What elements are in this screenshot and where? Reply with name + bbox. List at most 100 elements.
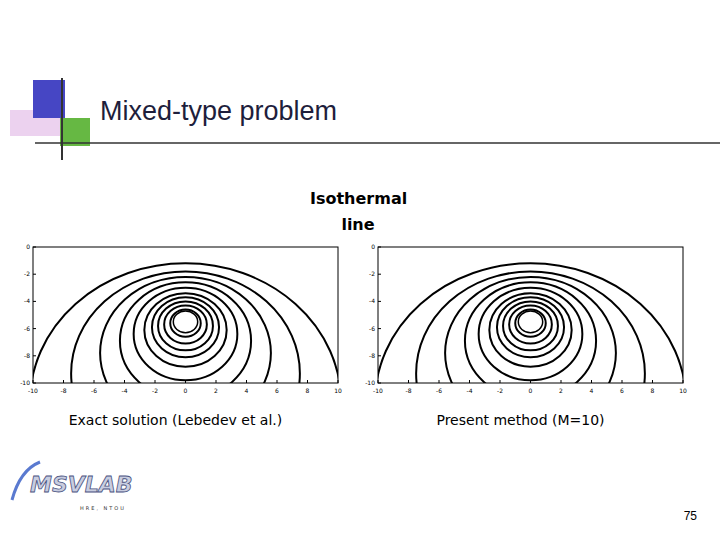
x-tick-label: 10 [334,387,342,394]
y-tick [378,247,381,248]
x-tick-label: 0 [184,387,188,394]
x-tick-label: -4 [467,387,473,394]
y-tick-label: -8 [369,352,375,359]
x-tick [408,380,409,383]
subtitle: Isothermal line [310,186,406,238]
y-tick-label: -4 [369,297,375,304]
isotherm [158,301,213,350]
isotherm [465,282,596,383]
isotherm [170,310,201,337]
x-tick [622,380,623,383]
x-tick-label: -2 [497,387,503,394]
plot-caption: Present method (M=10) [406,410,636,430]
plot: -10-8-6-4-20246810-10-8-6-4-20 [365,243,687,540]
logo-subtitle: HRE, NTOU [80,505,126,511]
deco-square [33,80,65,118]
contours [378,263,683,383]
isotherm [120,282,251,383]
y-tick [378,355,381,356]
isotherm [445,277,616,383]
y-tick-label: -4 [24,297,30,304]
x-tick [439,380,440,383]
y-tick-label: -8 [24,352,30,359]
plot: -10-8-6-4-20246810-10-8-6-4-20 [20,243,342,540]
x-tick-label: -10 [373,387,383,394]
y-tick [33,355,36,356]
y-tick [378,383,381,384]
x-tick-label: 4 [245,387,249,394]
y-tick [378,301,381,302]
isotherm [497,297,564,357]
x-tick [683,380,684,383]
page-number: 75 [684,509,698,523]
y-tick-label: -6 [24,325,30,332]
x-tick [469,380,470,383]
x-tick [652,380,653,383]
y-tick [33,301,36,302]
plot-caption: Exact solution (Lebedev et al.) [61,410,291,430]
x-tick [561,380,562,383]
x-tick-label: -8 [61,387,67,394]
isotherm [33,263,338,383]
x-tick-label: 6 [620,387,624,394]
isotherm [479,288,583,380]
plot-frame [378,247,683,383]
x-tick [94,380,95,383]
y-tick-label: -10 [365,379,375,386]
x-tick [591,380,592,383]
y-tick-label: -6 [369,325,375,332]
x-tick [277,380,278,383]
isotherm [164,305,207,343]
x-tick [155,380,156,383]
x-tick-label: 4 [590,387,594,394]
plot-frame [33,247,338,383]
isotherm [71,271,300,383]
deco-square [60,118,90,146]
x-tick [338,380,339,383]
logo: MSVLAB [30,472,133,497]
x-tick-label: -6 [91,387,97,394]
x-tick-label: -8 [406,387,412,394]
deco-line [35,142,720,144]
isotherm [503,301,558,350]
pipe [173,311,197,333]
x-tick-label: -2 [152,387,158,394]
y-tick [33,328,36,329]
isotherm [489,293,571,366]
x-tick-label: 8 [306,387,310,394]
y-tick [33,247,36,248]
y-tick [378,328,381,329]
deco-line [61,78,63,160]
isotherm [378,263,683,383]
slide-title: Mixed-type problem [100,96,337,126]
isotherm [144,293,226,366]
y-tick [33,274,36,275]
x-tick-label: -10 [28,387,38,394]
x-tick-label: 0 [529,387,533,394]
y-tick-label: 0 [26,243,30,250]
slide: Mixed-type problem MSVLAB HRE, NTOU 75 -10 -8… [0,0,720,540]
x-tick [246,380,247,383]
x-tick [307,380,308,383]
x-tick [530,380,531,383]
canvas: Mixed-type problem MSVLAB HRE, NTOU 75 -10 -8… [0,0,720,540]
x-tick [500,380,501,383]
y-tick [33,383,36,384]
isotherm [152,297,219,357]
y-tick-label: -10 [20,379,30,386]
y-tick-label: -2 [369,270,375,277]
logo-swoosh [12,462,40,500]
y-tick [378,274,381,275]
x-tick [124,380,125,383]
x-tick [185,380,186,383]
isotherm [134,288,238,380]
x-tick-label: 6 [275,387,279,394]
pipe [518,311,542,333]
x-tick [63,380,64,383]
contours [33,263,338,383]
x-tick-label: -6 [436,387,442,394]
isotherm [515,310,546,337]
isotherm [100,277,271,383]
x-tick-label: 10 [679,387,687,394]
x-tick-label: -4 [122,387,128,394]
